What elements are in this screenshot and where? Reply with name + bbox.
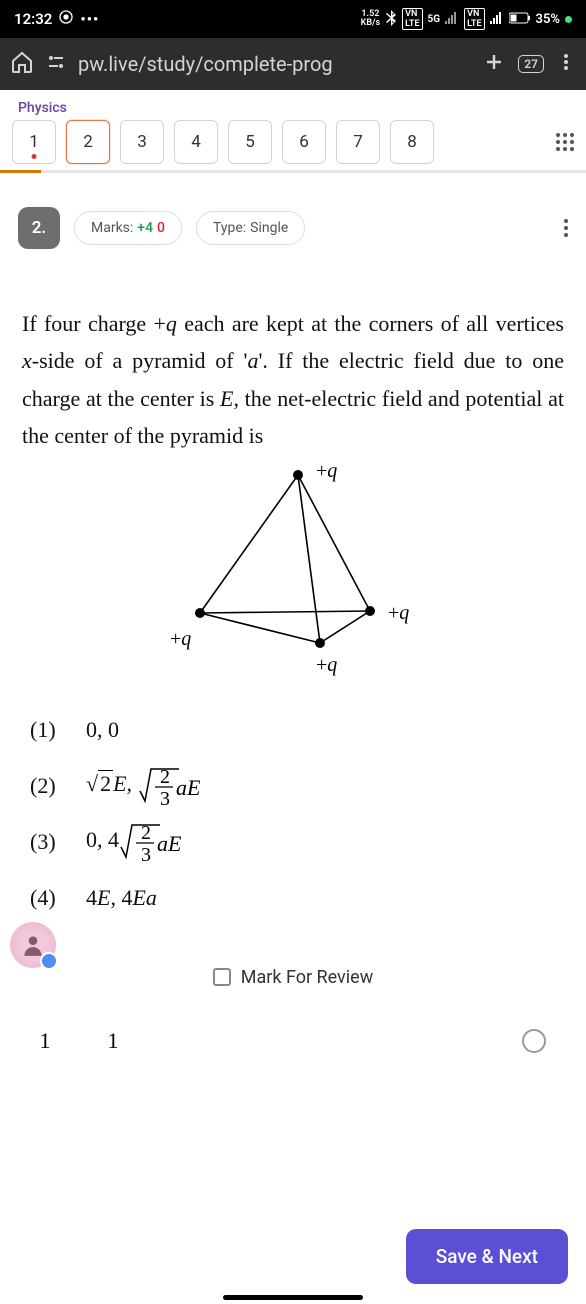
save-next-button[interactable]: Save & Next [406,1229,568,1284]
qnav-item-4[interactable]: 4 [174,120,218,164]
browser-menu-icon[interactable] [556,52,576,76]
option-label: (1) [30,717,68,743]
battery-pct: 35% [536,12,560,27]
chrome-status-icon [58,9,74,29]
status-time: 12:32 [14,10,52,28]
options-list: (1) 0, 0 (2) √2E, 2 3 aE (3) 0, 4 2 3 aE (4)… [0,691,586,921]
signal-2-icon [490,12,504,27]
lte-icon: VNLTE [402,8,422,30]
svg-text:3: 3 [160,788,170,809]
option-1[interactable]: (1) 0, 0 [30,707,556,753]
site-settings-icon[interactable] [46,52,66,76]
bluetooth-icon [385,10,397,29]
answer-cell-0[interactable]: 1 [20,1028,70,1054]
checkbox-icon[interactable] [213,968,231,986]
qnav-item-8[interactable]: 8 [390,120,434,164]
option-value: 0, 0 [86,717,119,743]
lte2-icon: VNLTE [464,8,484,30]
battery-icon [509,12,531,27]
qnav-item-6[interactable]: 6 [282,120,326,164]
chat-avatar-icon[interactable] [10,922,56,968]
net-speed: 1.52 KB/s [361,10,380,28]
qnav-item-7[interactable]: 7 [336,120,380,164]
tab-switcher[interactable]: 27 [518,55,544,73]
svg-text:2: 2 [160,766,170,788]
pyramid-diagram: +q +q +q +q [148,463,438,683]
svg-text:+q: +q [170,628,191,650]
footer-actions: Save & Next [18,1229,568,1284]
option-value: √2E, 2 3 aE [86,763,208,809]
question-menu-icon[interactable] [564,219,568,237]
svg-text:+q: +q [316,654,337,676]
svg-text:aE: aE [157,831,182,856]
option-2[interactable]: (2) √2E, 2 3 aE [30,763,556,809]
answer-input-row[interactable]: 11 [0,1008,586,1074]
qnav-item-1[interactable]: 1 [12,120,56,164]
qnav-item-2[interactable]: 2 [66,120,110,164]
question-header: 2. Marks: +4 0 Type: Single [0,173,586,265]
radio-indicator[interactable] [522,1029,546,1053]
url-bar[interactable]: pw.live/study/complete-prog [78,52,470,76]
question-navigator: 12345678 [0,120,586,170]
subject-label: Physics [0,90,586,120]
more-status-icon: ••• [80,10,99,28]
svg-text:aE: aE [176,775,201,800]
new-tab-icon[interactable] [482,50,506,78]
option-value: 4E, 4Ea [86,885,157,911]
qnav-item-5[interactable]: 5 [228,120,272,164]
option-label: (4) [30,885,68,911]
qnav-item-3[interactable]: 3 [120,120,164,164]
mark-for-review[interactable]: Mark For Review [0,931,586,1008]
option-3[interactable]: (3) 0, 4 2 3 aE [30,819,556,865]
signal-1-icon [445,12,459,27]
svg-text:2: 2 [141,822,151,844]
gesture-bar [223,1295,363,1300]
question-text: If four charge +q each are kept at the c… [0,265,586,455]
option-4[interactable]: (4) 4E, 4Ea [30,875,556,921]
5g-icon: 5G [428,14,441,25]
android-status-bar: 12:32 ••• 1.52 KB/s VNLTE 5G VNLTE 35% [0,0,586,38]
marks-chip: Marks: +4 0 [74,211,182,245]
option-label: (3) [30,829,68,855]
home-icon[interactable] [10,50,34,78]
privacy-dot-icon [565,16,572,23]
question-number-badge: 2. [18,207,60,249]
option-value: 0, 4 2 3 aE [86,819,189,865]
svg-text:3: 3 [141,844,151,865]
grid-view-icon[interactable] [556,133,574,151]
type-chip: Type: Single [196,211,305,245]
svg-text:+q: +q [388,602,409,624]
browser-toolbar: pw.live/study/complete-prog 27 [0,38,586,90]
option-label: (2) [30,773,68,799]
answer-cell-1[interactable]: 1 [88,1028,138,1054]
svg-text:+q: +q [316,463,337,482]
